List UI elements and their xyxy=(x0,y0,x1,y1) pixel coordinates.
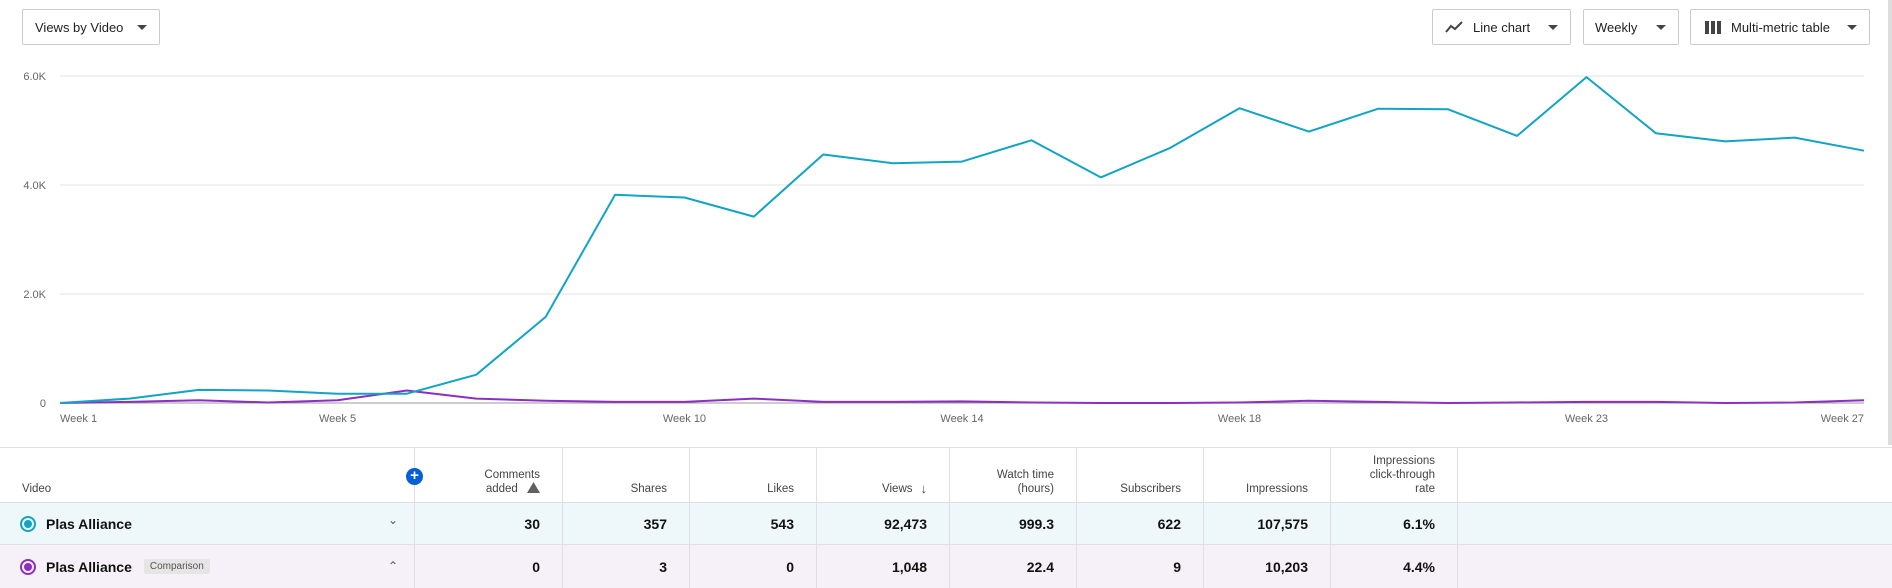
chevron-down-icon xyxy=(1548,25,1558,30)
columns-icon xyxy=(1705,20,1721,34)
watch-time-value: 999.3 xyxy=(950,503,1077,544)
likes-value: 543 xyxy=(690,503,817,544)
warning-icon xyxy=(527,482,540,493)
header-comments[interactable]: Comments added xyxy=(415,448,563,502)
chevron-down-icon xyxy=(1656,25,1666,30)
header-subscribers[interactable]: Subscribers xyxy=(1077,448,1204,502)
table-header-row: Video + Comments added Shares Likes View… xyxy=(0,447,1892,503)
chevron-down-icon xyxy=(1847,25,1857,30)
table-type-dropdown[interactable]: Multi-metric table xyxy=(1690,9,1870,45)
header-impressions[interactable]: Impressions xyxy=(1204,448,1331,502)
x-tick-label: Week 14 xyxy=(940,413,983,425)
x-tick-label: Week 23 xyxy=(1565,413,1608,425)
comments-value: 0 xyxy=(415,545,563,588)
y-tick-label: 2.0K xyxy=(23,289,46,301)
comments-value: 30 xyxy=(415,503,563,544)
sort-down-icon: ↓ xyxy=(920,481,928,496)
chart-type-dropdown[interactable]: Line chart xyxy=(1432,9,1571,45)
video-title[interactable]: Plas Alliance xyxy=(46,558,132,575)
chart-type-label: Line chart xyxy=(1473,19,1531,35)
table-type-label: Multi-metric table xyxy=(1731,19,1830,35)
series-radio-icon[interactable] xyxy=(20,515,36,532)
views-value: 1,048 xyxy=(817,545,950,588)
ctr-value: 6.1% xyxy=(1331,503,1458,544)
video-title[interactable]: Plas Alliance xyxy=(46,515,132,532)
x-tick-label: Week 1 xyxy=(60,413,97,425)
header-watch-time[interactable]: Watch time (hours) xyxy=(950,448,1077,502)
x-tick-label: Week 27 xyxy=(1821,413,1864,425)
ctr-value: 4.4% xyxy=(1331,545,1458,588)
impressions-value: 10,203 xyxy=(1204,545,1331,588)
period-dropdown[interactable]: Weekly xyxy=(1583,9,1679,45)
table-row[interactable]: Plas Alliance Comparison ⌃ 0 3 0 1,048 2… xyxy=(0,545,1892,588)
shares-value: 3 xyxy=(563,545,690,588)
impressions-value: 107,575 xyxy=(1204,503,1331,544)
report-select-label: Views by Video xyxy=(35,19,124,35)
shares-value: 357 xyxy=(563,503,690,544)
subscribers-value: 9 xyxy=(1077,545,1204,588)
y-tick-label: 6.0K xyxy=(23,71,46,83)
comparison-series-line xyxy=(59,389,1865,404)
watch-time-value: 22.4 xyxy=(950,545,1077,588)
header-likes[interactable]: Likes xyxy=(690,448,817,502)
header-views[interactable]: Views ↓ xyxy=(817,448,950,502)
header-video[interactable]: Video xyxy=(0,448,415,502)
comparison-badge: Comparison xyxy=(143,559,210,574)
video-cell: Plas Alliance ⌄ xyxy=(0,503,415,544)
x-tick-label: Week 10 xyxy=(663,413,706,425)
chevron-down-icon[interactable]: ⌄ xyxy=(387,513,398,527)
chevron-down-icon xyxy=(137,25,147,30)
y-tick-label: 0 xyxy=(40,398,46,410)
table-row[interactable]: Plas Alliance ⌄ 30 357 543 92,473 999.3 … xyxy=(0,503,1892,545)
video-cell: Plas Alliance Comparison ⌃ xyxy=(0,545,415,588)
primary-series-line xyxy=(59,76,1865,404)
report-select-dropdown[interactable]: Views by Video xyxy=(22,9,160,45)
likes-value: 0 xyxy=(690,545,817,588)
header-shares[interactable]: Shares xyxy=(563,448,690,502)
add-metric-button[interactable]: + xyxy=(406,468,423,485)
x-tick-label: Week 18 xyxy=(1218,413,1261,425)
views-line-chart: 6.0K 4.0K 2.0K 0 Week 1 Week 5 Week 10 Week 14 W… xyxy=(23,71,1865,425)
x-tick-label: Week 5 xyxy=(319,413,356,425)
header-ctr[interactable]: Impressions click-through rate xyxy=(1331,448,1458,502)
views-value: 92,473 xyxy=(817,503,950,544)
scrollbar[interactable] xyxy=(1888,0,1892,445)
period-label: Weekly xyxy=(1595,19,1638,35)
chevron-up-icon[interactable]: ⌃ xyxy=(387,559,398,573)
subscribers-value: 622 xyxy=(1077,503,1204,544)
y-tick-label: 4.0K xyxy=(23,180,46,192)
line-chart-icon xyxy=(1445,21,1463,33)
series-radio-icon[interactable] xyxy=(20,558,36,575)
